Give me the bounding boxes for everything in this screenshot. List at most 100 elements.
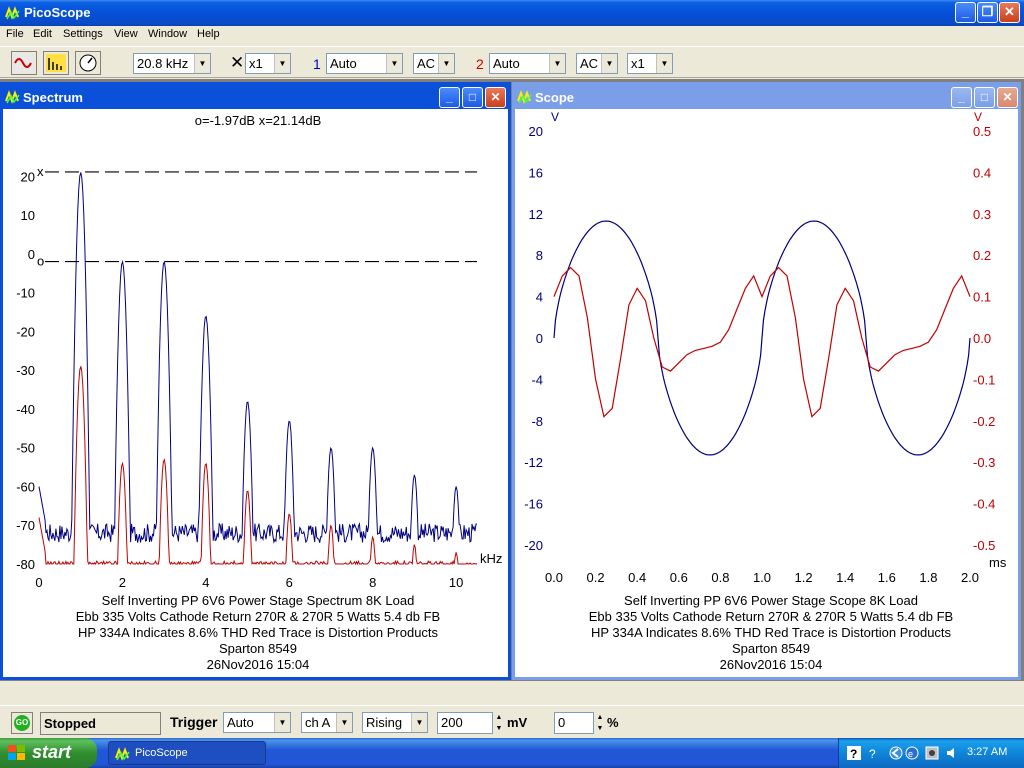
delay-unit: % [607, 715, 619, 730]
volume-icon[interactable] [945, 746, 959, 760]
scope-minimize-button[interactable]: _ [951, 87, 972, 108]
trigger-mode-select[interactable]: Auto ▼ [223, 712, 291, 733]
scope-view-button[interactable] [11, 51, 37, 75]
menu-help[interactable]: Help [197, 28, 220, 40]
spectrum-minimize-button[interactable]: _ [439, 87, 460, 108]
spectrum-chart[interactable]: o=-1.97dB x=21.14dB 20100-10-20-30-40-50… [3, 109, 508, 680]
channel-2-label: 2 [476, 56, 484, 72]
spectrum-title-bar[interactable]: Spectrum _ □ ✕ [3, 85, 508, 109]
level-spinner-icon[interactable]: ▲ ▼ [495, 714, 503, 732]
left-y-tick-label: -4 [531, 372, 543, 387]
left-unit-label: V [551, 110, 559, 124]
minimize-button[interactable]: _ [955, 2, 976, 23]
status-bar: GO Stopped Trigger Auto ▼ ch A ▼ Rising … [0, 705, 1024, 737]
svg-text:?: ? [869, 747, 876, 760]
trigger-level-input[interactable]: 200 [437, 712, 493, 734]
caption-line-5: 26Nov2016 15:04 [207, 657, 310, 672]
x-tick-label: 1.4 [836, 570, 854, 585]
chevron-down-icon: ▼ [386, 54, 402, 73]
help-icon[interactable]: ? [847, 746, 861, 760]
caption-line-3: HP 334A Indicates 8.6% THD Red Trace is … [78, 625, 439, 640]
menu-settings[interactable]: Settings [63, 28, 103, 40]
delay-spinner-icon[interactable]: ▲ ▼ [596, 714, 604, 732]
channel-1-coupling-select[interactable]: AC ▼ [413, 53, 455, 74]
left-y-tick-label: 4 [536, 290, 543, 305]
network-icon[interactable]: ? [867, 746, 881, 760]
spectrum-maximize-button[interactable]: □ [462, 87, 483, 108]
y-tick-label: -70 [16, 518, 35, 533]
spectrum-view-button[interactable] [43, 51, 69, 75]
restore-button[interactable]: ❐ [977, 2, 998, 23]
browser-icon[interactable]: e [905, 746, 919, 760]
chevron-down-icon: ▼ [411, 713, 427, 732]
x-tick-label: 4 [202, 575, 209, 590]
x-unit-label: kHz [480, 551, 502, 566]
scope-chart[interactable]: V V 20 16 12 8 4 0 -4 -8 -12 -16 -20 0.5 0.4 0.3 0.2 0… [515, 109, 1018, 680]
x-unit-label: ms [989, 555, 1007, 570]
left-y-tick-label: -8 [531, 414, 543, 429]
zoom-select[interactable]: x1 ▼ [245, 53, 291, 74]
channel-2-coupling-select[interactable]: AC ▼ [576, 53, 618, 74]
menu-file[interactable]: File [6, 28, 24, 40]
y-tick-label: 0 [28, 247, 35, 262]
x-tick-label: 0.4 [628, 570, 646, 585]
right-y-tick-label: 0.4 [973, 165, 991, 180]
channel-1-range-select[interactable]: Auto ▼ [326, 53, 403, 74]
spectrum-close-button[interactable]: ✕ [485, 87, 506, 108]
channel-2-range-select[interactable]: Auto ▼ [489, 53, 566, 74]
start-button[interactable]: start [0, 738, 97, 768]
right-y-tick-label: -0.4 [973, 497, 995, 512]
trigger-channel-select[interactable]: ch A ▼ [301, 712, 353, 733]
taskbar-item-picoscope[interactable]: PicoScope [108, 741, 266, 765]
close-button[interactable]: ✕ [999, 2, 1020, 23]
menu-view[interactable]: View [114, 28, 138, 40]
x-tick-label: 0.0 [545, 570, 563, 585]
caption-line-1: Self Inverting PP 6V6 Power Stage Scope … [624, 593, 918, 608]
x-tick-label: 0.2 [587, 570, 605, 585]
y-tick-label: -80 [16, 557, 35, 572]
spectrum-title: Spectrum [23, 90, 83, 105]
y-tick-label: -50 [16, 441, 35, 456]
right-y-tick-label: -0.5 [973, 538, 995, 553]
menu-edit[interactable]: Edit [33, 28, 52, 40]
chevron-down-icon: ▼ [549, 54, 565, 73]
x-tick-label: 1.2 [795, 570, 813, 585]
left-y-tick-label: 8 [536, 248, 543, 263]
caption-line-4: Sparton 8549 [732, 641, 810, 656]
system-tray: ? ? e 3:27 AM [838, 738, 1024, 768]
chevron-down-icon: ▼ [274, 54, 290, 73]
go-button[interactable]: GO [11, 712, 33, 734]
left-y-tick-label: 0 [536, 331, 543, 346]
toolbar: 20.8 kHz ▼ ✕ x1 ▼ 1 Auto ▼ AC ▼ 2 Auto ▼… [0, 46, 1024, 78]
o-marker-label: o [37, 254, 44, 269]
x-tick-label: 0 [35, 575, 42, 590]
x-tick-label: 1.6 [878, 570, 896, 585]
spectrum-body[interactable]: o=-1.97dB x=21.14dB 20 10 0 -10 -20 -30 -40 -50… [3, 109, 508, 677]
back-arrow-icon[interactable] [889, 746, 903, 760]
x-tick-label: 8 [369, 575, 376, 590]
right-y-tick-label: 0.0 [973, 331, 991, 346]
scope-body[interactable]: V V 20 16 12 8 4 0 -4 -8 -12 -16 -20 0.5 0.4 0.3 0.2 0… [515, 109, 1018, 677]
frequency-select[interactable]: 20.8 kHz ▼ [133, 53, 211, 74]
trigger-edge-select[interactable]: Rising ▼ [362, 712, 428, 733]
main-title-bar[interactable]: PicoScope _ ❐ ✕ [0, 0, 1024, 26]
scope-title-bar[interactable]: Scope _ □ ✕ [515, 85, 1018, 109]
menu-window[interactable]: Window [148, 28, 188, 40]
scope-maximize-button[interactable]: □ [974, 87, 995, 108]
y-tick-label: 20 [21, 169, 35, 184]
channel-2-zoom-select[interactable]: x1 ▼ [627, 53, 673, 74]
scope-window[interactable]: Scope _ □ ✕ V V 20 16 12 8 4 0 -4 -8 -12 -16 -20 0… [512, 82, 1021, 680]
zoom-x-icon: ✕ [230, 53, 245, 72]
right-y-tick-label: -0.1 [973, 372, 995, 387]
y-tick-label: -60 [16, 479, 35, 494]
spectrum-icon [46, 54, 66, 72]
app-tray-icon[interactable] [925, 746, 939, 760]
menu-bar: File Edit Settings View Window Help [0, 26, 1024, 45]
meter-view-button[interactable] [75, 51, 101, 75]
y-tick-label: 10 [21, 208, 35, 223]
spectrum-window[interactable]: Spectrum _ □ ✕ o=-1.97dB x=21.14dB 20 10 0… [0, 82, 511, 680]
trigger-delay-input[interactable]: 0 [554, 712, 594, 734]
chevron-down-icon: ▼ [336, 713, 352, 732]
scope-close-button[interactable]: ✕ [997, 87, 1018, 108]
chevron-down-icon: ▼ [274, 713, 290, 732]
